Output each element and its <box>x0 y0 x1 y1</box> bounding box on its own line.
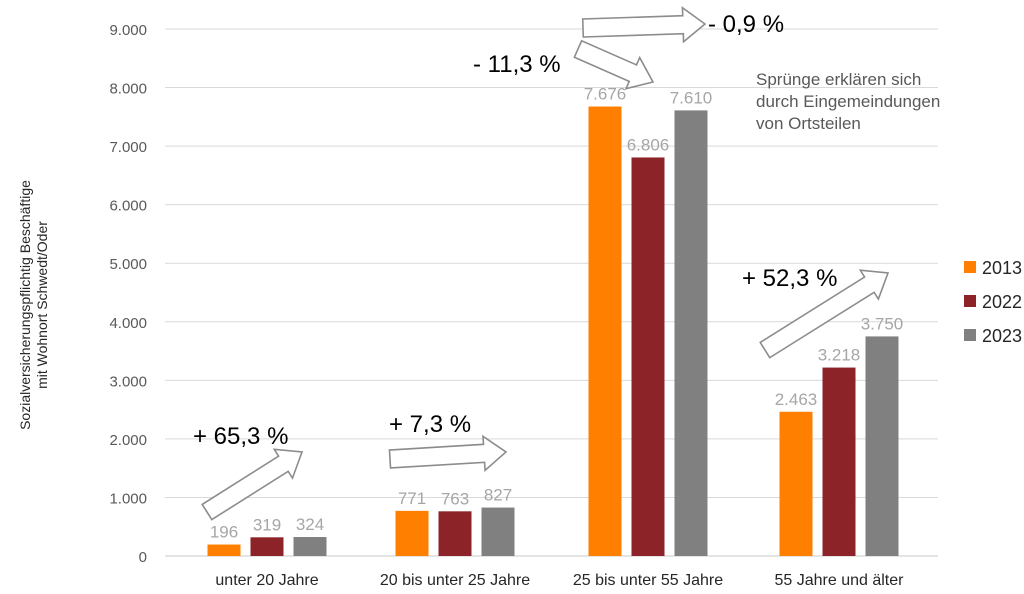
legend-label: 2023 <box>982 326 1022 346</box>
annotation-note: Sprünge erklären sich durch Eingemeindung… <box>756 70 940 133</box>
data-label: 319 <box>253 515 281 534</box>
legend-swatch <box>964 329 976 341</box>
bar <box>293 537 327 556</box>
data-label: 3.750 <box>861 314 904 333</box>
bar <box>207 544 241 556</box>
data-label: 827 <box>484 486 512 505</box>
y-axis-title: Sozialversicherungspflichtig Beschäftige… <box>17 180 50 430</box>
y-tick-label: 7.000 <box>109 139 147 156</box>
y-tick-label: 4.000 <box>109 315 147 332</box>
legend-swatch <box>964 295 976 307</box>
bar <box>438 511 472 556</box>
y-tick-label: 5.000 <box>109 256 147 273</box>
y-tick-label: 1.000 <box>109 490 147 507</box>
arrow-20to25 <box>388 434 508 472</box>
data-label: 196 <box>210 523 238 542</box>
bar <box>822 367 856 556</box>
arrow-25to55-top <box>581 6 707 44</box>
bar <box>674 110 708 557</box>
bar <box>631 157 665 556</box>
bar <box>865 336 899 556</box>
y-tick-label: 3.000 <box>109 373 147 390</box>
y-tick-label: 2.000 <box>109 432 147 449</box>
annotation-change: + 52,3 % <box>742 265 837 292</box>
data-label: 7.676 <box>584 85 627 104</box>
bar <box>395 510 429 556</box>
bar <box>779 411 813 556</box>
x-tick-label: 55 Jahre und älter <box>775 572 905 589</box>
data-label: 324 <box>296 515 324 534</box>
bar <box>250 537 284 556</box>
x-tick-label: 25 bis unter 55 Jahre <box>573 572 723 589</box>
annotation-change: - 11,3 % <box>473 51 561 78</box>
annotation-change: + 7,3 % <box>389 411 471 438</box>
x-tick-label: 20 bis unter 25 Jahre <box>380 572 530 589</box>
annotation-change: + 65,3 % <box>193 423 288 450</box>
y-tick-label: 6.000 <box>109 198 147 215</box>
data-label: 763 <box>441 489 469 508</box>
legend-label: 2013 <box>982 258 1022 278</box>
legend-label: 2022 <box>982 292 1022 312</box>
data-label: 7.610 <box>670 88 713 107</box>
arrow-under20 <box>201 448 304 521</box>
data-label: 3.218 <box>818 346 861 365</box>
y-tick-label: 0 <box>139 549 147 566</box>
y-tick-label: 9.000 <box>109 22 147 39</box>
x-tick-label: unter 20 Jahre <box>215 572 318 589</box>
bar <box>588 106 622 556</box>
bar <box>481 507 515 556</box>
data-label: 6.806 <box>627 135 670 154</box>
data-label: 771 <box>398 489 426 508</box>
legend-swatch <box>964 261 976 273</box>
data-label: 2.463 <box>775 390 818 409</box>
arrow-55plus <box>759 269 890 359</box>
arrow-25to55-down <box>573 39 655 90</box>
y-tick-label: 8.000 <box>109 81 147 98</box>
annotation-change: - 0,9 % <box>708 11 784 38</box>
